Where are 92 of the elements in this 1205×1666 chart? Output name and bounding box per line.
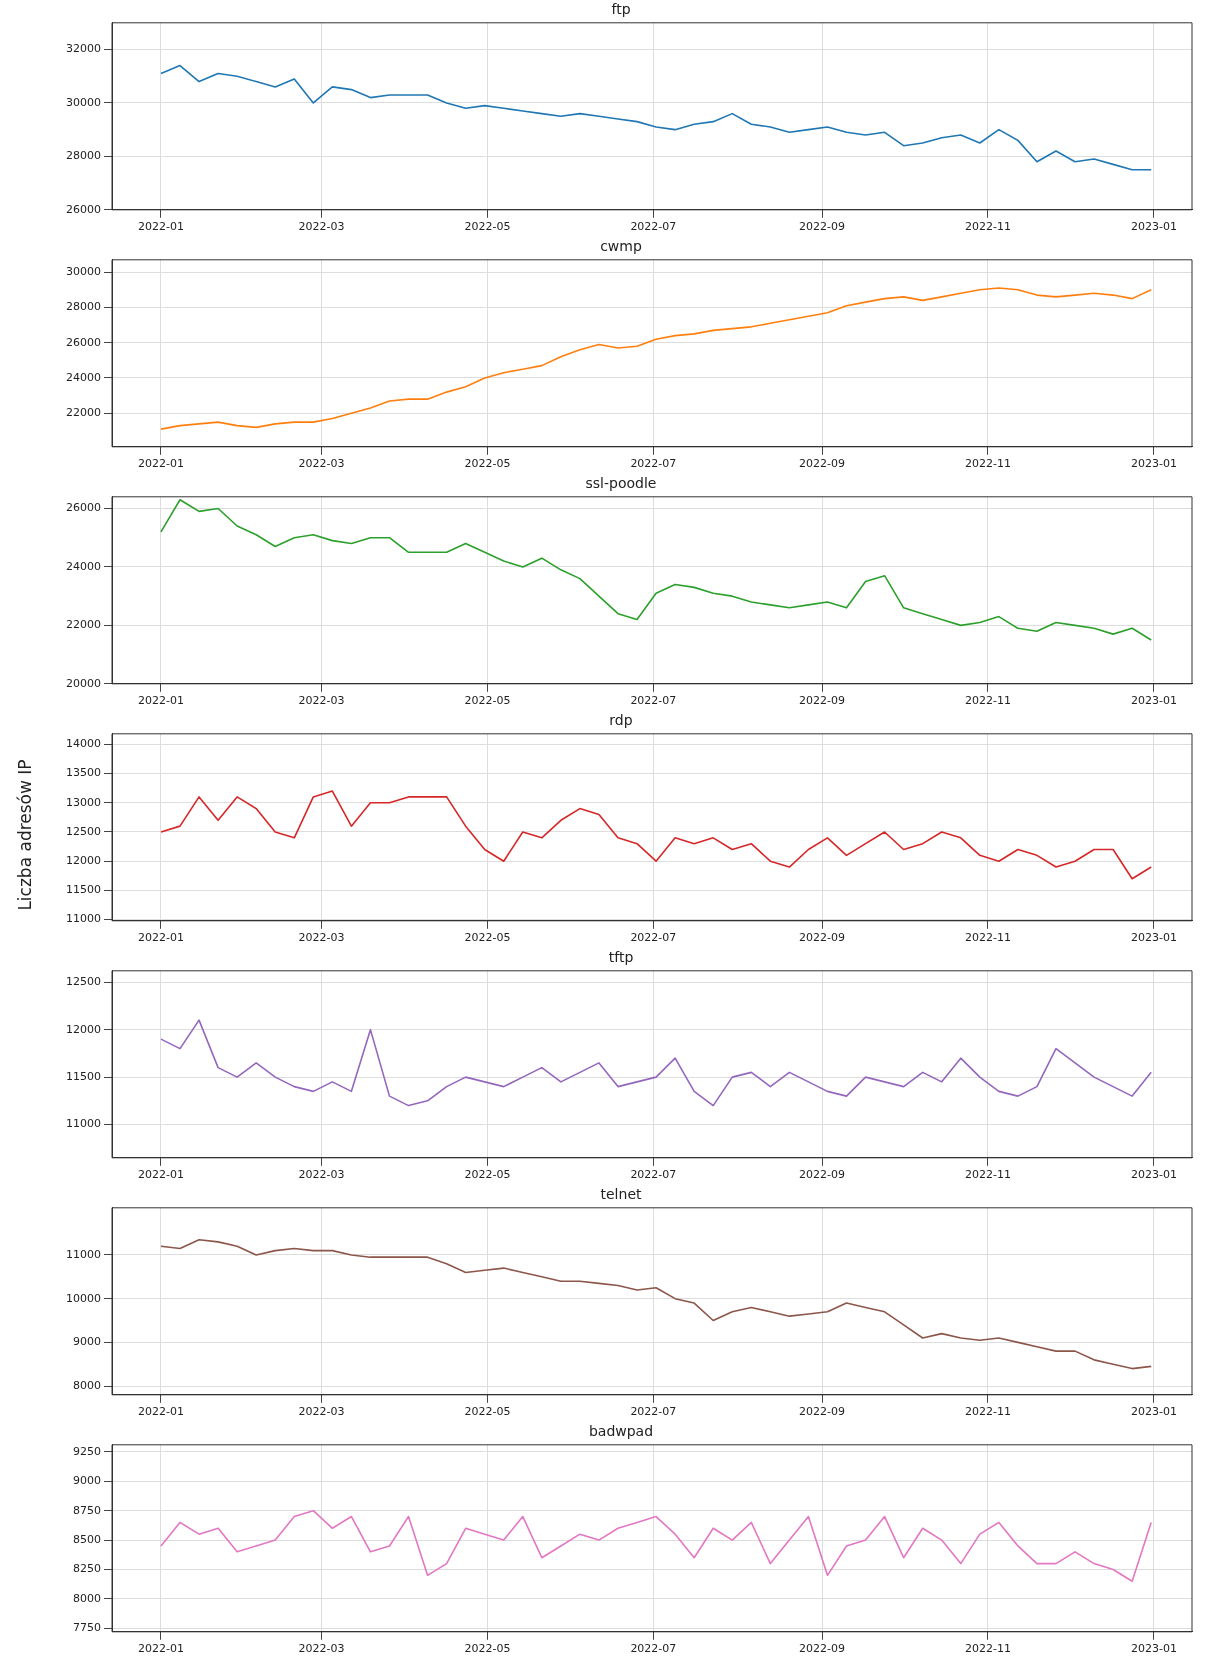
x-tick-label: 2022-09 (799, 694, 846, 708)
x-tick-label: 2022-07 (630, 1642, 677, 1656)
x-tick-label: 2022-11 (964, 1405, 1011, 1419)
x-tick-label: 2022-07 (630, 1168, 677, 1182)
y-tick-label: 8500 (73, 1532, 101, 1546)
y-tick-label: 10000 (66, 1291, 101, 1305)
y-tick-label: 12500 (66, 824, 101, 838)
x-tick-label: 2022-05 (464, 1405, 511, 1419)
x-tick-label: 2022-07 (630, 457, 677, 471)
y-tick-label: 13500 (66, 766, 101, 780)
y-tick-label: 11500 (66, 1069, 101, 1083)
y-tick-label: 11500 (66, 883, 101, 897)
x-tick-label: 2023-01 (1130, 1642, 1177, 1656)
x-tick-label: 2022-01 (137, 694, 184, 708)
y-tick-label: 26000 (66, 202, 101, 216)
x-tick-label: 2022-07 (630, 220, 677, 234)
x-tick-label: 2022-01 (137, 931, 184, 945)
y-tick-label: 28000 (66, 149, 101, 163)
x-tick-label: 2022-07 (630, 694, 677, 708)
x-tick-label: 2022-05 (464, 457, 511, 471)
x-tick-label: 2022-11 (964, 1168, 1011, 1182)
chart-title: ftp (611, 1, 631, 18)
x-tick-label: 2023-01 (1130, 694, 1177, 708)
chart-title: cwmp (600, 238, 642, 255)
x-tick-label: 2022-05 (464, 694, 511, 708)
x-tick-label: 2022-03 (298, 457, 345, 471)
x-tick-label: 2022-01 (137, 1642, 184, 1656)
y-tick-label: 12000 (66, 1022, 101, 1036)
y-tick-label: 7750 (73, 1621, 101, 1635)
y-axis-title: Liczba adresów IP (15, 759, 35, 911)
y-tick-label: 12500 (66, 975, 101, 989)
chart-title: tftp (608, 949, 634, 966)
x-tick-label: 2023-01 (1130, 220, 1177, 234)
y-tick-label: 30000 (66, 265, 101, 279)
y-tick-label: 14000 (66, 737, 101, 751)
x-tick-label: 2022-11 (964, 457, 1011, 471)
chart-title: badwpad (588, 1423, 654, 1440)
x-tick-label: 2022-01 (137, 220, 184, 234)
y-tick-label: 24000 (66, 559, 101, 573)
y-tick-label: 12000 (66, 854, 101, 868)
x-tick-label: 2022-11 (964, 694, 1011, 708)
x-tick-label: 2022-05 (464, 220, 511, 234)
y-tick-label: 8750 (73, 1503, 101, 1517)
y-tick-label: 22000 (66, 618, 101, 632)
x-tick-label: 2023-01 (1130, 457, 1177, 471)
x-tick-label: 2022-11 (964, 220, 1011, 234)
x-tick-label: 2022-03 (298, 931, 345, 945)
x-tick-label: 2022-07 (630, 1405, 677, 1419)
y-tick-label: 26000 (66, 501, 101, 515)
chart-title: rdp (609, 712, 633, 729)
chart-title: ssl-poodle (585, 475, 657, 492)
x-tick-label: 2022-03 (298, 1405, 345, 1419)
x-tick-label: 2022-03 (298, 220, 345, 234)
x-tick-label: 2022-09 (799, 1405, 846, 1419)
x-tick-label: 2022-01 (137, 457, 184, 471)
x-tick-label: 2022-05 (464, 1168, 511, 1182)
x-tick-label: 2022-09 (799, 1168, 846, 1182)
x-tick-label: 2022-01 (137, 1405, 184, 1419)
x-tick-label: 2022-09 (799, 457, 846, 471)
y-tick-label: 8000 (73, 1591, 101, 1605)
x-tick-label: 2023-01 (1130, 1168, 1177, 1182)
x-tick-label: 2022-03 (298, 694, 345, 708)
x-tick-label: 2022-07 (630, 931, 677, 945)
y-tick-label: 11000 (66, 1247, 101, 1261)
y-tick-label: 9000 (73, 1335, 101, 1349)
y-tick-label: 13000 (66, 795, 101, 809)
x-tick-label: 2022-11 (964, 1642, 1011, 1656)
y-tick-label: 30000 (66, 95, 101, 109)
y-tick-label: 26000 (66, 335, 101, 349)
y-tick-label: 20000 (66, 676, 101, 690)
y-tick-label: 11000 (66, 912, 101, 926)
x-tick-label: 2022-03 (298, 1168, 345, 1182)
x-tick-label: 2023-01 (1130, 1405, 1177, 1419)
y-tick-label: 28000 (66, 300, 101, 314)
y-tick-label: 8250 (73, 1562, 101, 1576)
x-tick-label: 2022-01 (137, 1168, 184, 1182)
x-tick-label: 2022-09 (799, 1642, 846, 1656)
y-tick-label: 8000 (73, 1378, 101, 1392)
y-tick-label: 22000 (66, 406, 101, 420)
y-tick-label: 9250 (73, 1444, 101, 1458)
chart-title: telnet (600, 1186, 642, 1203)
y-tick-label: 9000 (73, 1474, 101, 1488)
x-tick-label: 2022-03 (298, 1642, 345, 1656)
x-tick-label: 2022-09 (799, 220, 846, 234)
y-tick-label: 11000 (66, 1117, 101, 1131)
x-tick-label: 2022-11 (964, 931, 1011, 945)
x-tick-label: 2023-01 (1130, 931, 1177, 945)
x-tick-label: 2022-09 (799, 931, 846, 945)
y-tick-label: 32000 (66, 42, 101, 56)
x-tick-label: 2022-05 (464, 1642, 511, 1656)
x-tick-label: 2022-05 (464, 931, 511, 945)
y-tick-label: 24000 (66, 370, 101, 384)
